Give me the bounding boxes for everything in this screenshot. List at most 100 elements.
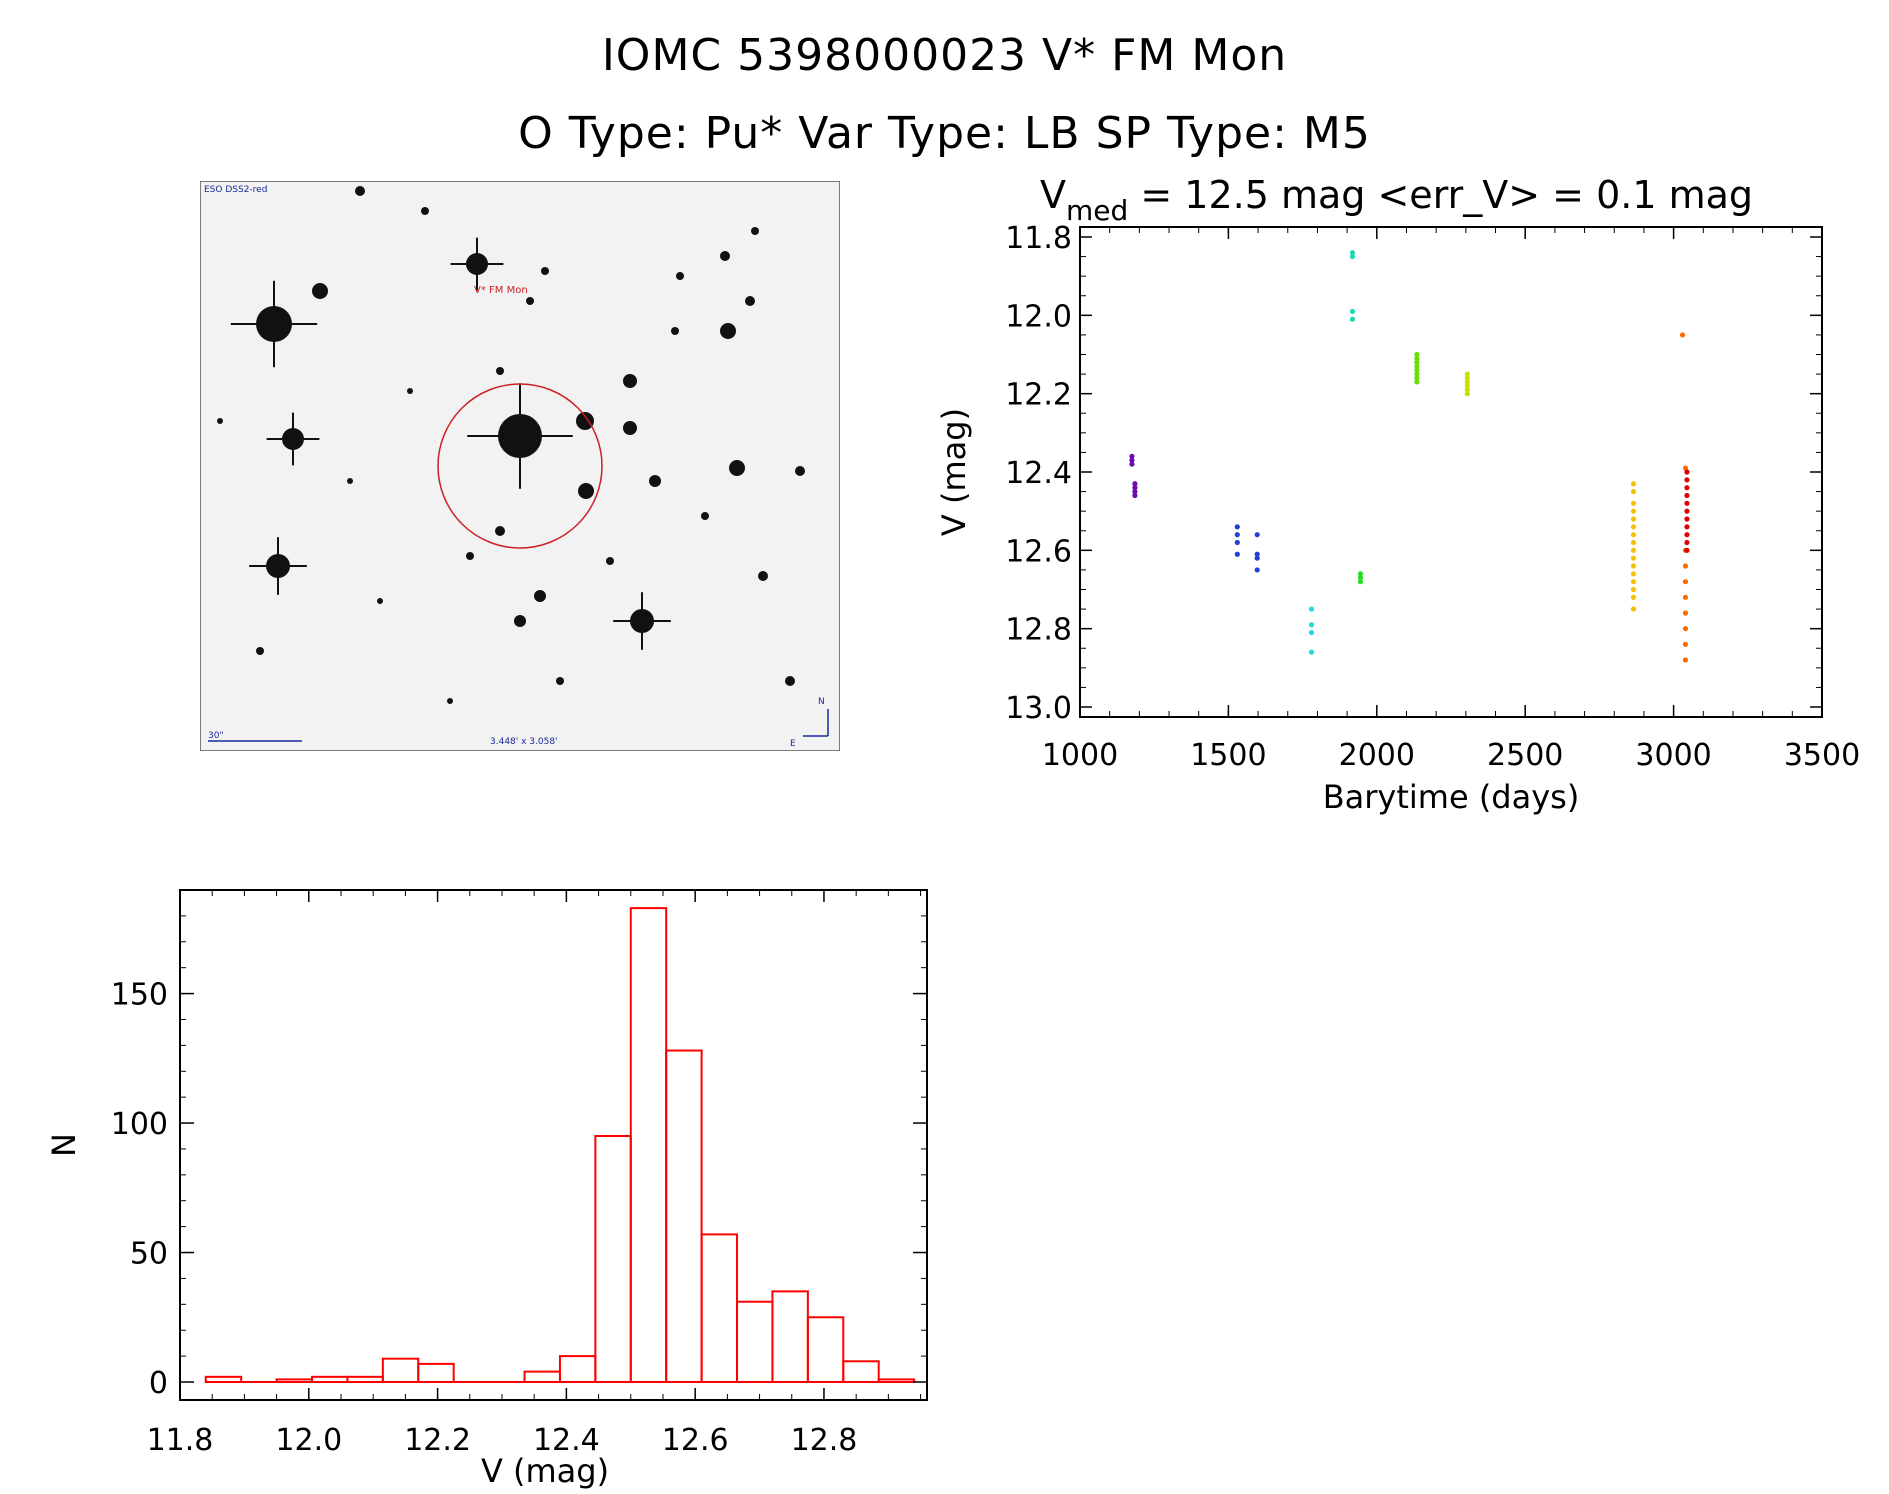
lc-data-point [1254, 567, 1260, 573]
lc-title-main: V [1040, 173, 1066, 217]
sky-star [795, 466, 805, 476]
lc-data-point [1682, 610, 1689, 616]
figure-title-line1: IOMC 5398000023 V* FM Mon [601, 30, 1288, 81]
lc-ytick-label: 12.4 [1005, 456, 1072, 491]
lc-data-point [1357, 575, 1364, 581]
lc-data-point [1464, 375, 1470, 381]
lc-data-point [1679, 332, 1686, 338]
lc-data-point [1414, 355, 1420, 362]
lc-data-point [1684, 508, 1690, 514]
lc-data-point [1630, 547, 1637, 553]
lc-data-point [1308, 649, 1315, 655]
sky-star [671, 327, 679, 335]
sky-star [556, 677, 564, 685]
sky-star [526, 297, 534, 305]
lc-ytick-label: 12.0 [1005, 299, 1072, 334]
lc-data-point [1357, 579, 1364, 585]
lc-data-point [1414, 371, 1420, 377]
lc-data-point [1464, 371, 1470, 377]
lc-data-point [1630, 508, 1637, 514]
survey-label: ESO DSS2-red [204, 185, 267, 195]
hist-bar [700, 1233, 739, 1383]
lc-data-point [1129, 461, 1135, 467]
lc-plot-frame [1079, 226, 1823, 718]
lc-data-point [1684, 539, 1690, 546]
lc-title-sub: med [1066, 194, 1128, 227]
hist-xtick-label: 12.8 [791, 1423, 858, 1458]
lc-data-point [1630, 539, 1637, 546]
lc-data-point [1682, 641, 1689, 647]
lc-data-point [1464, 379, 1470, 385]
hist-ytick-label: 100 [111, 1107, 168, 1142]
lc-data-point [1132, 481, 1138, 487]
scale-label: 30" [208, 731, 224, 741]
sky-star [785, 676, 795, 686]
lc-ytick-label: 12.8 [1005, 613, 1072, 648]
lc-data-point [1684, 547, 1690, 553]
lc-data-point [1682, 563, 1689, 569]
sky-star [347, 478, 353, 484]
lc-ytick-label: 12.2 [1005, 378, 1072, 413]
hist-bar [558, 1355, 597, 1383]
lc-data-point [1132, 485, 1138, 491]
lc-data-point [1234, 524, 1240, 530]
sky-star [676, 272, 684, 280]
fov-label: 3.448' x 3.058' [490, 737, 558, 747]
hist-xtick-label: 11.8 [147, 1423, 214, 1458]
sky-star [649, 475, 661, 487]
sky-star [312, 283, 328, 299]
sky-star [623, 421, 637, 435]
lc-data-point [1630, 516, 1637, 522]
sky-star [758, 571, 768, 581]
sky-image-panel: ESO DSS2-red V* FM Mon 30" 3.448' x 3.05… [200, 181, 840, 751]
lc-data-point [1132, 492, 1138, 499]
east-label: E [790, 739, 796, 749]
lc-data-point [1308, 629, 1315, 636]
sky-star [256, 647, 264, 655]
sky-star [720, 251, 730, 261]
lc-data-point [1129, 457, 1135, 463]
lc-data-point [1684, 524, 1690, 530]
lc-data-point [1234, 551, 1240, 557]
lc-data-point [1684, 500, 1690, 506]
hist-xtick-label: 12.6 [662, 1423, 729, 1458]
hist-bars [204, 907, 916, 1384]
sky-star [407, 388, 413, 394]
lc-data-point [1254, 551, 1260, 557]
hist-bar [381, 1357, 420, 1383]
lc-data-point [1132, 488, 1138, 495]
hist-bar [806, 1316, 845, 1383]
lc-data-point [1630, 555, 1637, 561]
lc-data-point [1464, 391, 1470, 397]
sky-star [495, 526, 505, 536]
hist-xtick-label: 12.2 [404, 1423, 471, 1458]
lc-data-point [1684, 492, 1690, 499]
lc-data-point [1630, 606, 1637, 612]
sky-star [217, 418, 223, 424]
sky-star [729, 460, 745, 476]
hist-ytick-label: 150 [111, 978, 168, 1013]
lc-data-point [1682, 579, 1689, 585]
lc-data-point [1349, 250, 1356, 256]
sky-star [701, 512, 709, 520]
lc-data-point [1684, 532, 1690, 538]
sky-star [751, 227, 759, 235]
lc-data-point [1349, 316, 1356, 322]
lc-data-point [1630, 524, 1637, 530]
lc-data-point [1630, 571, 1637, 577]
lc-data-point [1630, 563, 1637, 569]
lc-data-point [1630, 532, 1637, 538]
lc-xtick-label: 2000 [1339, 738, 1415, 773]
lc-xtick-label: 3000 [1635, 738, 1711, 773]
lc-ylabel: V (mag) [940, 408, 973, 536]
lc-xtick-label: 1500 [1190, 738, 1266, 773]
lc-ytick-label: 12.6 [1005, 534, 1072, 569]
hist-bar [523, 1370, 561, 1384]
sky-star [466, 552, 474, 560]
lc-data-point [1682, 657, 1689, 663]
lc-xtick-label: 3500 [1784, 738, 1860, 773]
lc-data-point [1414, 363, 1420, 369]
lc-data-point [1630, 579, 1637, 585]
lc-data-point [1684, 485, 1690, 491]
hist-bar [594, 1135, 632, 1383]
